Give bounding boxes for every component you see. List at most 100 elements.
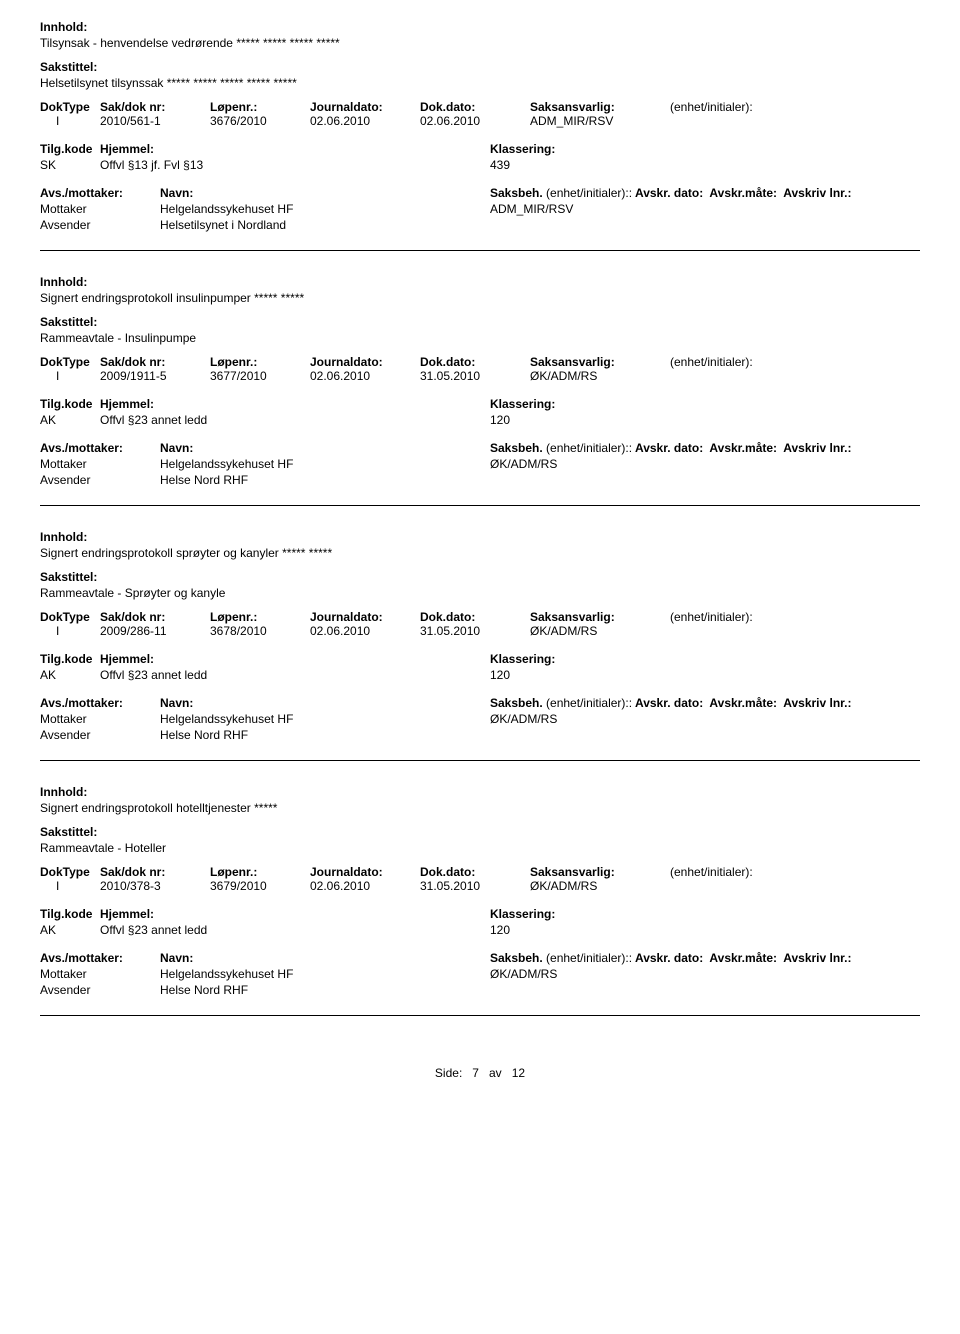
tilg-value-row: AK Offvl §23 annet ledd 120: [40, 923, 920, 937]
avsmottaker-header: Avs./mottaker:: [40, 441, 160, 455]
avs-header-row: Avs./mottaker: Navn: Saksbeh. (enhet/ini…: [40, 951, 920, 965]
lopenr-header: Løpenr.:: [210, 610, 310, 624]
saksansvarlig-value: ØK/ADM/RS: [530, 369, 670, 383]
lopenr-value: 3679/2010: [210, 879, 310, 893]
journaldato-value: 02.06.2010: [310, 369, 420, 383]
innhold-label: Innhold:: [40, 20, 920, 34]
klassering-header: Klassering:: [490, 907, 710, 921]
avsender-label: Avsender: [40, 983, 160, 997]
doktype-header: DokType: [40, 865, 100, 879]
tilgkode-header: Tilg.kode: [40, 907, 100, 921]
mottaker-navn: Helgelandssykehuset HF: [160, 967, 490, 981]
doktype-value: I: [40, 879, 100, 893]
side-label: Side:: [435, 1066, 462, 1080]
tilg-header-row: Tilg.kode Hjemmel: Klassering:: [40, 397, 920, 411]
innhold-label: Innhold:: [40, 275, 920, 289]
hjemmel-value: Offvl §23 annet ledd: [100, 413, 490, 427]
mottaker-row: Mottaker Helgelandssykehuset HF ØK/ADM/R…: [40, 967, 920, 981]
journaldato-header: Journaldato:: [310, 355, 420, 369]
saksbeh-header: Saksbeh. (enhet/initialer):: Avskr. dato…: [490, 441, 920, 455]
mottaker-saksbeh: ØK/ADM/RS: [490, 457, 670, 471]
doktype-header: DokType: [40, 100, 100, 114]
records-list: Innhold: Tilsynsak - henvendelse vedrøre…: [40, 20, 920, 1016]
tilg-value-row: AK Offvl §23 annet ledd 120: [40, 413, 920, 427]
meta-value-row: I 2009/286-11 3678/2010 02.06.2010 31.05…: [40, 624, 920, 638]
hjemmel-value: Offvl §13 jf. Fvl §13: [100, 158, 490, 172]
meta-value-row: I 2010/561-1 3676/2010 02.06.2010 02.06.…: [40, 114, 920, 128]
innhold-value: Signert endringsprotokoll insulinpumper …: [40, 291, 920, 305]
innhold-label: Innhold:: [40, 785, 920, 799]
mottaker-navn: Helgelandssykehuset HF: [160, 712, 490, 726]
sakstittel-value: Rammeavtale - Sprøyter og kanyle: [40, 586, 920, 600]
navn-header: Navn:: [160, 951, 490, 965]
sakstittel-label: Sakstittel:: [40, 570, 920, 584]
lopenr-header: Løpenr.:: [210, 355, 310, 369]
sakdok-header: Sak/dok nr:: [100, 610, 210, 624]
record-separator: [40, 1015, 920, 1016]
meta-header-row: DokType Sak/dok nr: Løpenr.: Journaldato…: [40, 610, 920, 624]
record: Innhold: Tilsynsak - henvendelse vedrøre…: [40, 20, 920, 251]
meta-value-row: I 2010/378-3 3679/2010 02.06.2010 31.05.…: [40, 879, 920, 893]
avs-header-row: Avs./mottaker: Navn: Saksbeh. (enhet/ini…: [40, 186, 920, 200]
sakdok-value: 2010/561-1: [100, 114, 210, 128]
dokdato-header: Dok.dato:: [420, 100, 530, 114]
mottaker-saksbeh: ADM_MIR/RSV: [490, 202, 670, 216]
record-separator: [40, 505, 920, 506]
sakdok-header: Sak/dok nr:: [100, 100, 210, 114]
tilg-value-row: AK Offvl §23 annet ledd 120: [40, 668, 920, 682]
dokdato-value: 31.05.2010: [420, 369, 530, 383]
innhold-label: Innhold:: [40, 530, 920, 544]
enhet-value: [670, 879, 830, 893]
avsender-label: Avsender: [40, 728, 160, 742]
klassering-header: Klassering:: [490, 397, 710, 411]
klassering-header: Klassering:: [490, 142, 710, 156]
tilg-header-row: Tilg.kode Hjemmel: Klassering:: [40, 142, 920, 156]
avsmottaker-header: Avs./mottaker:: [40, 696, 160, 710]
enhet-value: [670, 114, 830, 128]
doktype-value: I: [40, 624, 100, 638]
sakdok-value: 2009/1911-5: [100, 369, 210, 383]
avsender-navn: Helsetilsynet i Nordland: [160, 218, 490, 232]
journaldato-header: Journaldato:: [310, 865, 420, 879]
record-separator: [40, 250, 920, 251]
tilg-header-row: Tilg.kode Hjemmel: Klassering:: [40, 907, 920, 921]
klassering-value: 439: [490, 158, 710, 172]
avsender-navn: Helse Nord RHF: [160, 983, 490, 997]
mottaker-navn: Helgelandssykehuset HF: [160, 457, 490, 471]
sakdok-header: Sak/dok nr:: [100, 865, 210, 879]
saksansvarlig-value: ADM_MIR/RSV: [530, 114, 670, 128]
enhet-header: (enhet/initialer):: [670, 355, 830, 369]
dokdato-value: 31.05.2010: [420, 879, 530, 893]
tilgkode-header: Tilg.kode: [40, 397, 100, 411]
page-total: 12: [512, 1066, 525, 1080]
enhet-header: (enhet/initialer):: [670, 865, 830, 879]
lopenr-value: 3678/2010: [210, 624, 310, 638]
page-number: 7: [472, 1066, 479, 1080]
sakdok-header: Sak/dok nr:: [100, 355, 210, 369]
dokdato-value: 02.06.2010: [420, 114, 530, 128]
meta-header-row: DokType Sak/dok nr: Løpenr.: Journaldato…: [40, 100, 920, 114]
enhet-header: (enhet/initialer):: [670, 100, 830, 114]
hjemmel-header: Hjemmel:: [100, 907, 490, 921]
innhold-value: Signert endringsprotokoll hotelltjeneste…: [40, 801, 920, 815]
doktype-value: I: [40, 114, 100, 128]
mottaker-label: Mottaker: [40, 202, 160, 216]
sakdok-value: 2010/378-3: [100, 879, 210, 893]
navn-header: Navn:: [160, 441, 490, 455]
sakstittel-value: Rammeavtale - Hoteller: [40, 841, 920, 855]
saksansvarlig-header: Saksansvarlig:: [530, 100, 670, 114]
dokdato-header: Dok.dato:: [420, 865, 530, 879]
avsender-row: Avsender Helse Nord RHF: [40, 983, 920, 997]
saksbeh-header: Saksbeh. (enhet/initialer):: Avskr. dato…: [490, 186, 920, 200]
saksbeh-header: Saksbeh. (enhet/initialer):: Avskr. dato…: [490, 951, 920, 965]
tilgkode-value: AK: [40, 668, 100, 682]
saksansvarlig-header: Saksansvarlig:: [530, 865, 670, 879]
doktype-value: I: [40, 369, 100, 383]
mottaker-navn: Helgelandssykehuset HF: [160, 202, 490, 216]
sakdok-value: 2009/286-11: [100, 624, 210, 638]
klassering-value: 120: [490, 923, 710, 937]
avsender-navn: Helse Nord RHF: [160, 728, 490, 742]
mottaker-row: Mottaker Helgelandssykehuset HF ØK/ADM/R…: [40, 712, 920, 726]
klassering-value: 120: [490, 413, 710, 427]
mottaker-saksbeh: ØK/ADM/RS: [490, 967, 670, 981]
